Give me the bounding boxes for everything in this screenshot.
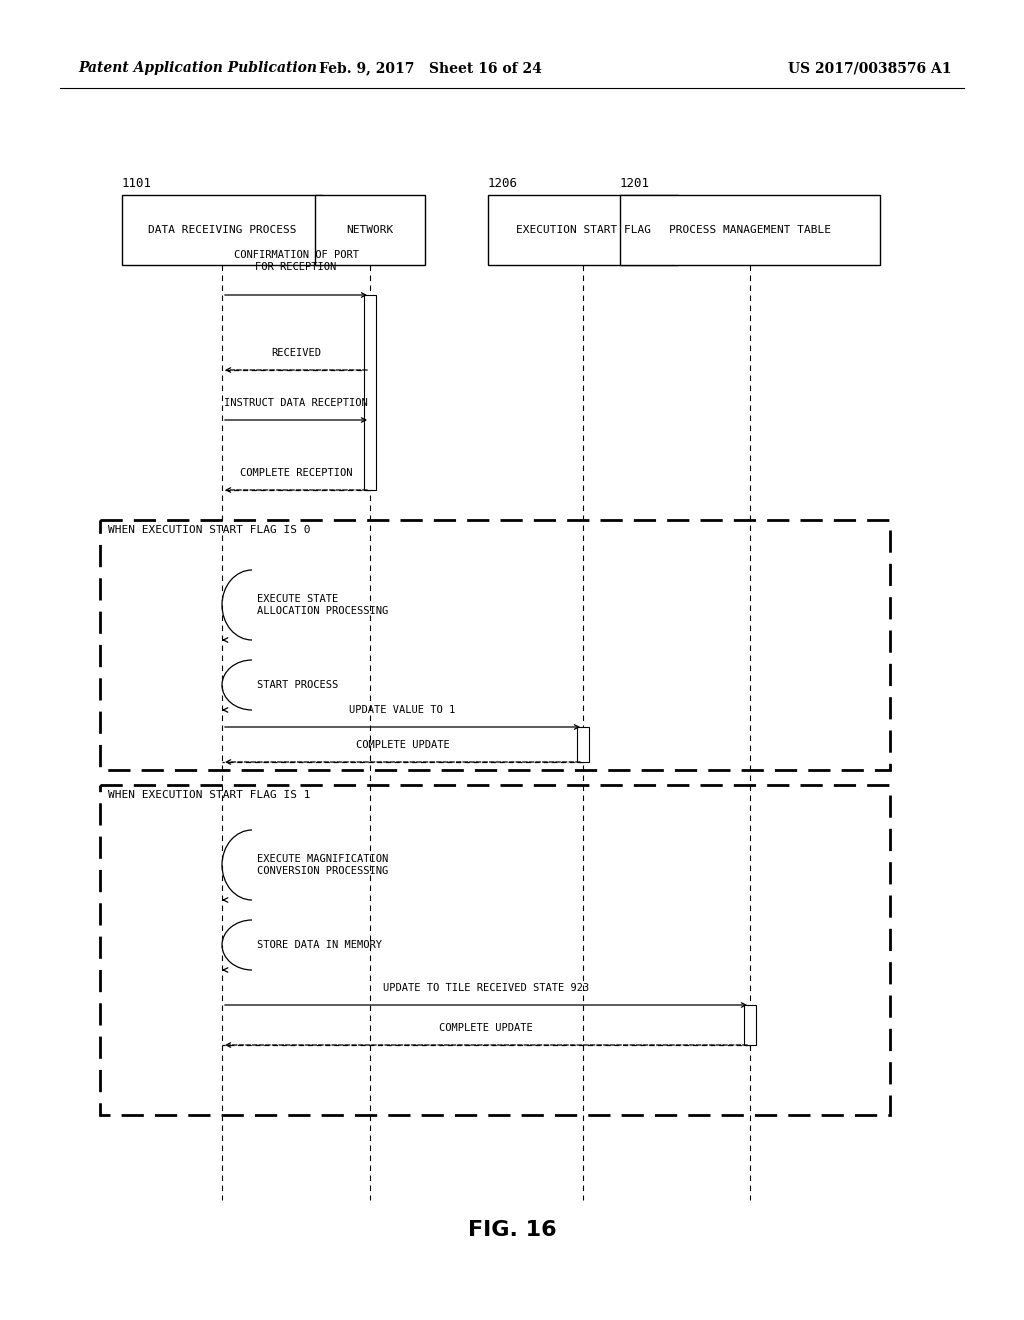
Text: WHEN EXECUTION START FLAG IS 0: WHEN EXECUTION START FLAG IS 0 <box>108 525 310 535</box>
Bar <box>122 195 322 265</box>
Text: FIG. 16: FIG. 16 <box>468 1220 556 1239</box>
Text: UPDATE TO TILE RECEIVED STATE 923: UPDATE TO TILE RECEIVED STATE 923 <box>383 983 589 993</box>
Text: US 2017/0038576 A1: US 2017/0038576 A1 <box>788 61 951 75</box>
Text: EXECUTION START FLAG: EXECUTION START FLAG <box>515 224 650 235</box>
Text: Feb. 9, 2017   Sheet 16 of 24: Feb. 9, 2017 Sheet 16 of 24 <box>318 61 542 75</box>
Bar <box>488 195 678 265</box>
Bar <box>364 294 376 490</box>
Text: 1201: 1201 <box>620 177 650 190</box>
Bar <box>100 520 890 770</box>
Text: UPDATE VALUE TO 1: UPDATE VALUE TO 1 <box>349 705 456 715</box>
Bar <box>744 1005 756 1045</box>
Text: Patent Application Publication: Patent Application Publication <box>78 61 317 75</box>
Text: COMPLETE UPDATE: COMPLETE UPDATE <box>439 1023 532 1034</box>
Text: EXECUTE STATE
ALLOCATION PROCESSING: EXECUTE STATE ALLOCATION PROCESSING <box>257 594 388 616</box>
Text: WHEN EXECUTION START FLAG IS 1: WHEN EXECUTION START FLAG IS 1 <box>108 789 310 800</box>
Text: NETWORK: NETWORK <box>346 224 393 235</box>
Text: INSTRUCT DATA RECEPTION: INSTRUCT DATA RECEPTION <box>224 399 368 408</box>
Text: 1206: 1206 <box>488 177 518 190</box>
Text: STORE DATA IN MEMORY: STORE DATA IN MEMORY <box>257 940 382 950</box>
Text: CONFIRMATION OF PORT
FOR RECEPTION: CONFIRMATION OF PORT FOR RECEPTION <box>233 251 358 272</box>
Text: RECEIVED: RECEIVED <box>271 348 321 358</box>
Text: COMPLETE UPDATE: COMPLETE UPDATE <box>355 741 450 750</box>
Bar <box>315 195 425 265</box>
Text: PROCESS MANAGEMENT TABLE: PROCESS MANAGEMENT TABLE <box>669 224 831 235</box>
Text: DATA RECEIVING PROCESS: DATA RECEIVING PROCESS <box>147 224 296 235</box>
Text: EXECUTE MAGNIFICATION
CONVERSION PROCESSING: EXECUTE MAGNIFICATION CONVERSION PROCESS… <box>257 854 388 875</box>
Bar <box>577 727 589 762</box>
Bar <box>620 195 880 265</box>
Text: START PROCESS: START PROCESS <box>257 680 338 690</box>
Text: 1101: 1101 <box>122 177 152 190</box>
Text: COMPLETE RECEPTION: COMPLETE RECEPTION <box>240 469 352 478</box>
Bar <box>100 785 890 1115</box>
